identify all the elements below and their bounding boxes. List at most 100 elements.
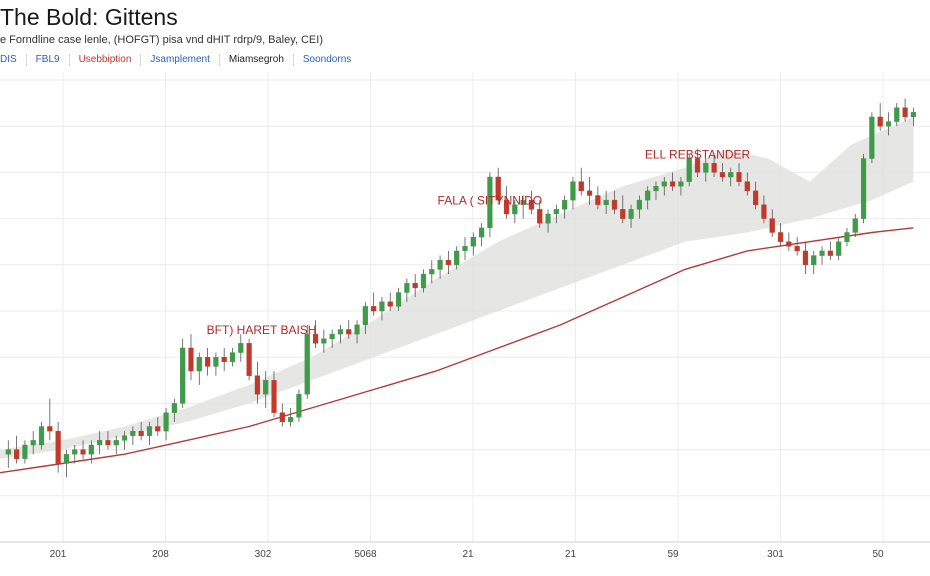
- candle-body: [836, 241, 842, 256]
- cloud-band: [0, 117, 914, 459]
- chart-title: The Bold: Gittens: [0, 4, 178, 30]
- candle-body: [387, 301, 393, 307]
- candle-body: [769, 218, 775, 233]
- candle-body: [146, 426, 153, 436]
- candle-body: [337, 329, 344, 335]
- candle-body: [138, 430, 144, 436]
- candle-body: [902, 107, 908, 118]
- candle-body: [711, 162, 717, 173]
- candle-body: [254, 375, 261, 395]
- candle-body: [578, 181, 584, 192]
- candle-body: [669, 181, 676, 187]
- chart-annotation: FALA ( SITYNNIDO: [438, 194, 543, 208]
- x-tick-label: 59: [667, 549, 679, 560]
- candle-body: [22, 444, 28, 460]
- candle-body: [562, 199, 568, 210]
- candle-body: [304, 333, 310, 395]
- x-tick-label: 201: [50, 549, 67, 560]
- candle-body: [420, 273, 427, 289]
- candle-body: [188, 347, 194, 372]
- candle-body: [503, 199, 510, 215]
- candle-body: [271, 380, 277, 413]
- candle-body: [229, 352, 236, 363]
- candle-body: [80, 449, 86, 455]
- candle-body: [728, 172, 734, 178]
- tab-dis[interactable]: DIS: [0, 54, 27, 66]
- candle-body: [860, 158, 867, 219]
- candle-body: [288, 417, 294, 423]
- candle-body: [47, 426, 53, 432]
- candle-body: [520, 199, 526, 205]
- candle-body: [603, 199, 609, 205]
- candle-body: [586, 190, 593, 196]
- candle-body: [213, 357, 219, 367]
- tab-miamsegroh[interactable]: Miamsegroh: [220, 54, 294, 66]
- candle-body: [14, 449, 20, 460]
- candle-body: [371, 306, 377, 312]
- candle-body: [412, 283, 418, 289]
- candle-body: [802, 250, 809, 266]
- candle-body: [537, 209, 543, 224]
- candle-body: [263, 380, 269, 395]
- candle-body: [437, 259, 443, 270]
- tab-fbl9[interactable]: FBL9: [27, 54, 70, 66]
- tab-soondorns[interactable]: Soondorns: [302, 54, 352, 65]
- candle-body: [346, 329, 352, 335]
- candle-body: [753, 190, 759, 205]
- candle-body: [63, 454, 70, 464]
- candle-body: [462, 246, 468, 252]
- candle-body: [445, 259, 451, 265]
- tab-jsamplement[interactable]: Jsamplement: [141, 54, 220, 66]
- candle-body: [105, 440, 111, 446]
- chart-annotation: ELL REBSTANDER: [645, 148, 751, 162]
- candle-body: [429, 269, 435, 275]
- candle-body: [395, 292, 402, 307]
- chart-annotation: BFT) HARET BAISH: [207, 323, 317, 337]
- candle-body: [163, 412, 169, 432]
- candle-body: [321, 338, 327, 344]
- candle-body: [620, 209, 626, 219]
- candle-body: [55, 430, 61, 464]
- candle-body: [885, 121, 892, 127]
- candle-body: [777, 232, 784, 242]
- candle-body: [553, 209, 559, 215]
- candle-body: [678, 181, 684, 187]
- candle-body: [97, 440, 103, 446]
- candle-body: [312, 333, 319, 344]
- x-tick-label: 21: [462, 549, 474, 560]
- tab-usebbiption[interactable]: Usebbiption: [70, 54, 142, 66]
- candle-body: [686, 158, 692, 182]
- candle-body: [454, 250, 460, 266]
- candle-body: [703, 162, 709, 173]
- candle-body: [487, 176, 493, 229]
- candle-body: [595, 195, 601, 205]
- candle-body: [479, 227, 485, 238]
- candle-body: [121, 435, 128, 441]
- chart-area[interactable]: BFT) HARET BAISH FALA ( SITYNNIDO ELL REBS…: [0, 72, 930, 576]
- candle-body: [155, 426, 161, 432]
- x-tick-label: 50: [872, 549, 884, 560]
- candle-body: [470, 236, 476, 247]
- candle-body: [794, 246, 800, 252]
- candle-body: [894, 107, 900, 122]
- candle-body: [5, 449, 11, 455]
- chart-subtitle: e Forndline case lenle, (HOFGT) pisa vnd…: [0, 34, 323, 46]
- candle-body: [38, 426, 45, 446]
- candle-body: [495, 176, 501, 201]
- candle-body: [130, 430, 136, 436]
- candle-body: [72, 449, 78, 455]
- candle-body: [819, 250, 825, 256]
- candle-body: [279, 412, 285, 423]
- candle-body: [171, 403, 177, 413]
- candle-body: [570, 181, 576, 201]
- candlestick-chart[interactable]: BFT) HARET BAISH FALA ( SITYNNIDO ELL REBS…: [0, 72, 930, 576]
- candle-body: [694, 158, 701, 173]
- candle-body: [827, 250, 833, 256]
- candle-body: [362, 306, 368, 326]
- candle-body: [88, 444, 94, 455]
- indicator-tabs: DIS FBL9 Usebbiption Jsamplement Miamseg…: [0, 52, 360, 68]
- candle-body: [246, 343, 252, 376]
- candle-body: [329, 333, 335, 339]
- candle-body: [910, 112, 916, 118]
- candle-body: [645, 190, 651, 201]
